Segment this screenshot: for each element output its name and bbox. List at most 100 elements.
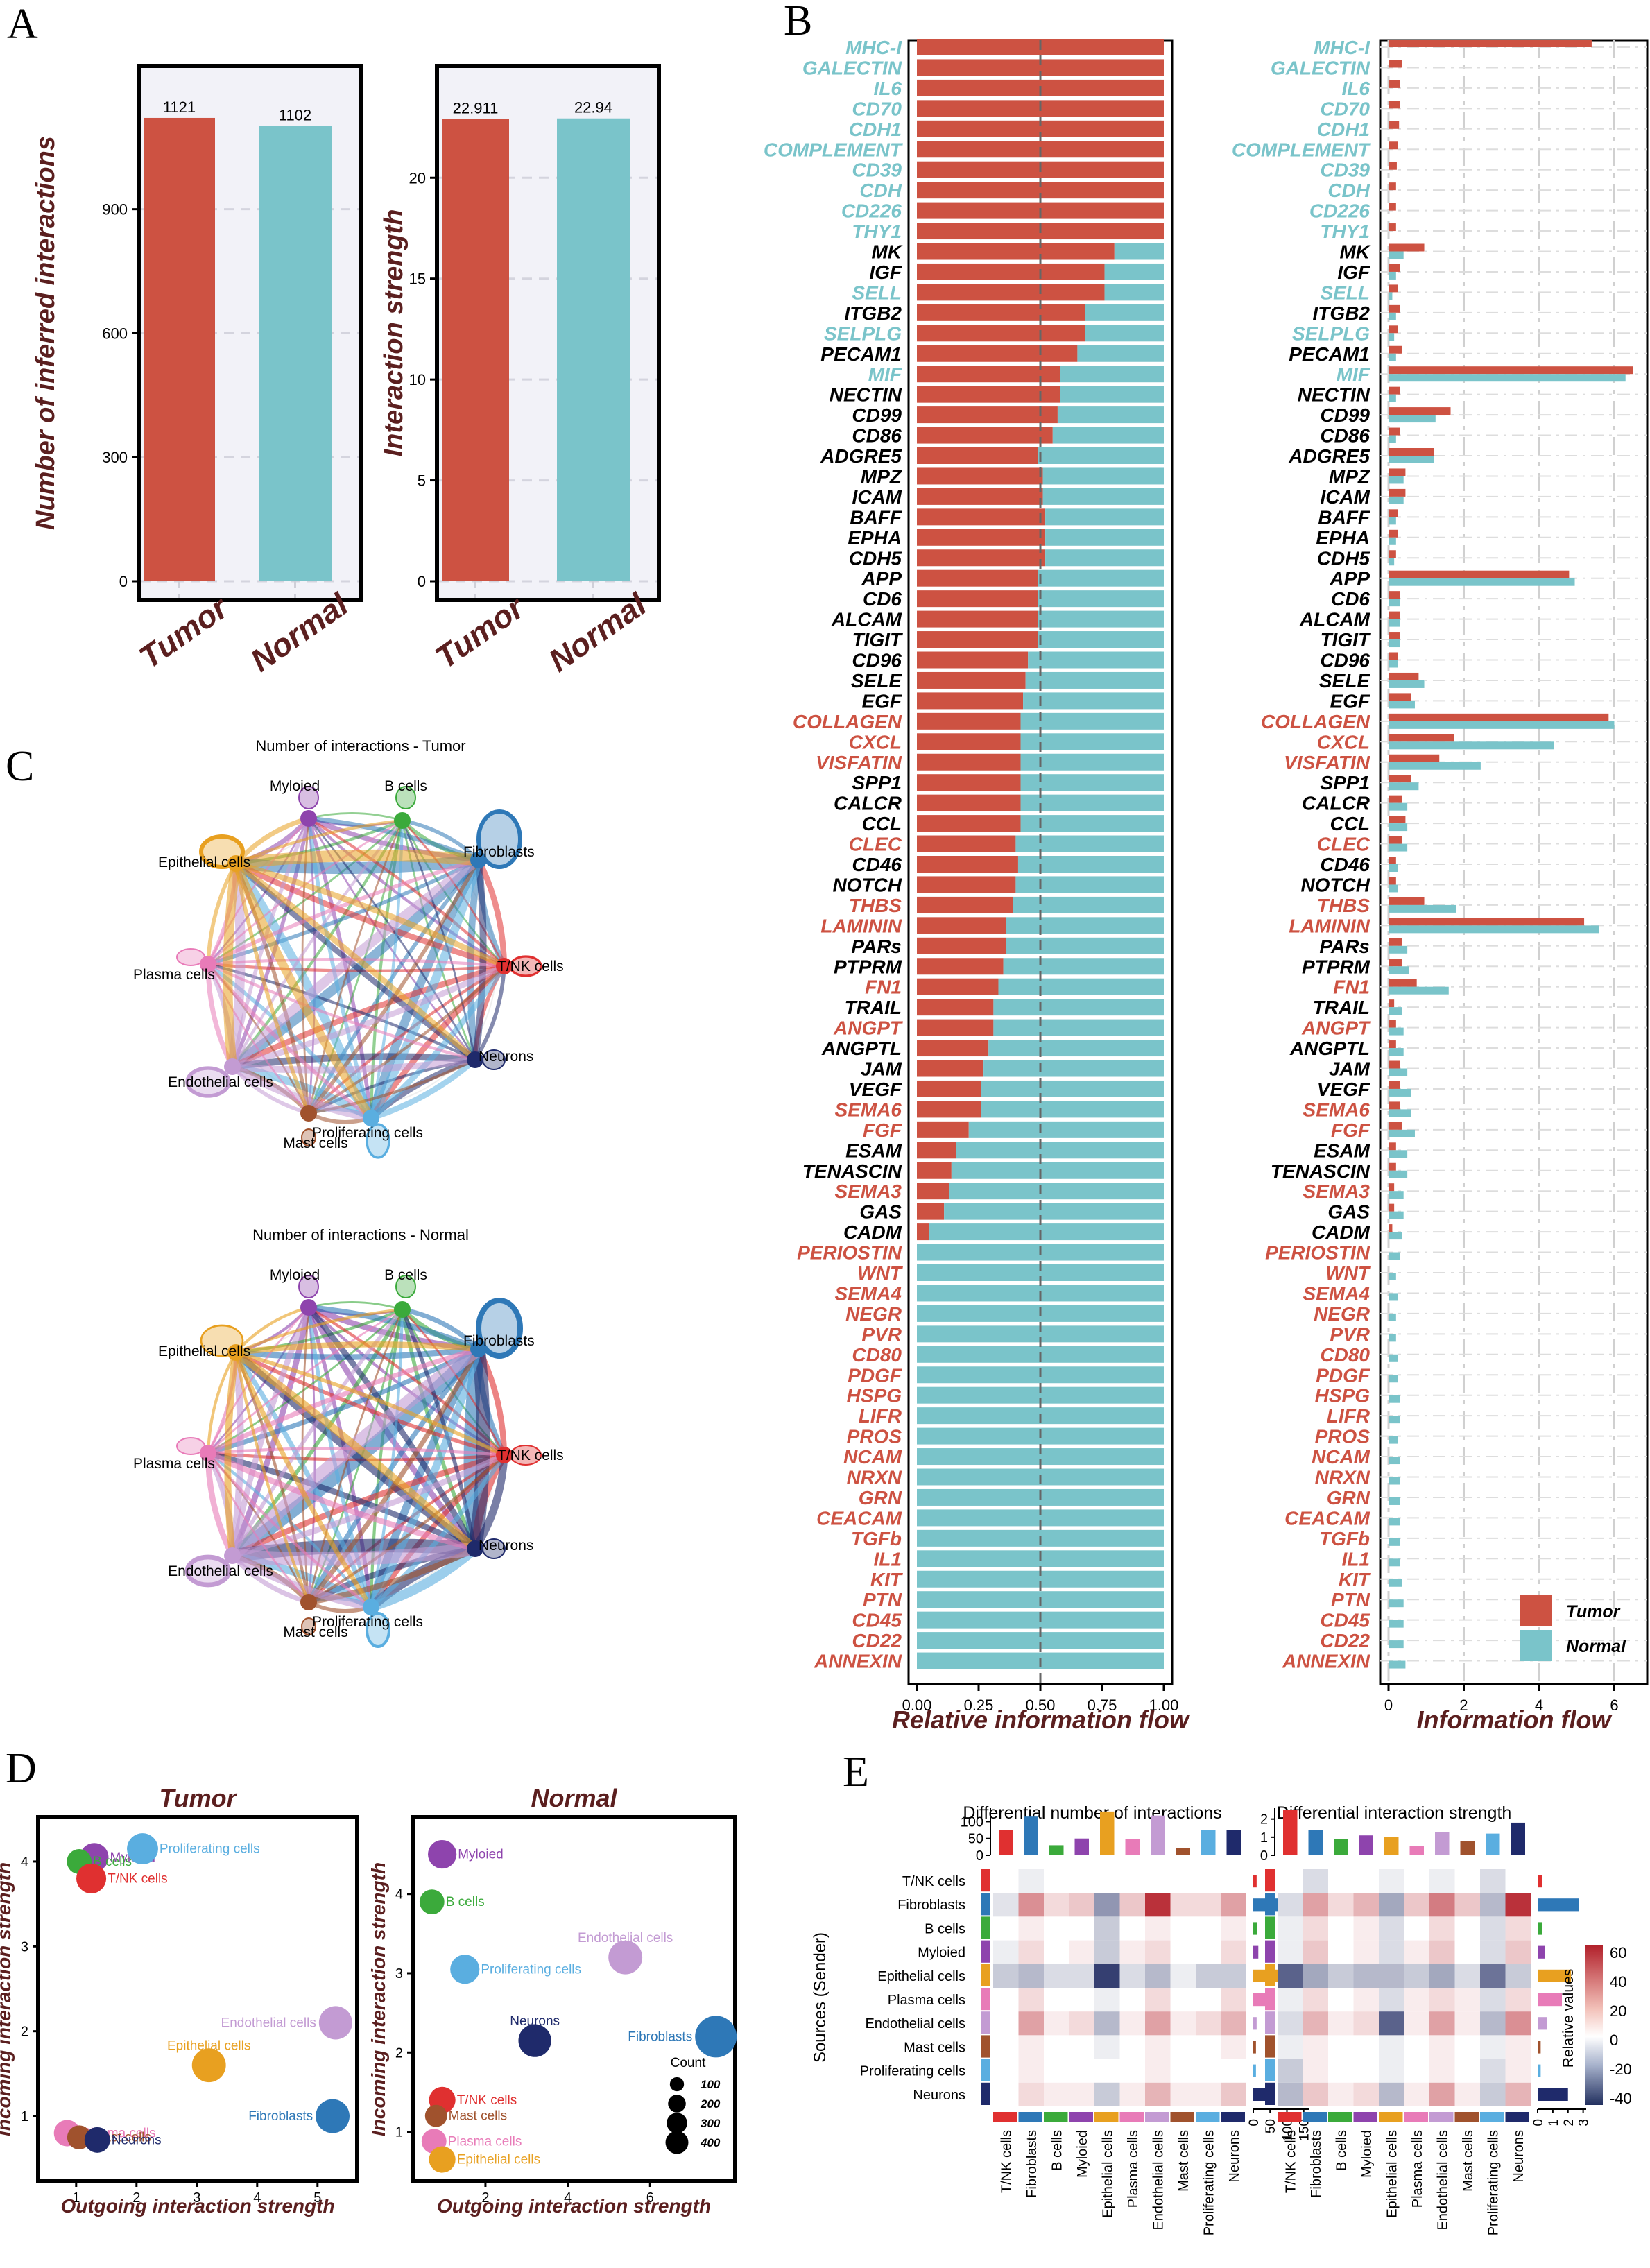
signal-label-NRXN: NRXN [1315,1467,1370,1488]
signal-label-EGF: EGF [1330,690,1370,712]
bar-normal-ICAM [1042,488,1164,505]
heat-cell [1069,2011,1094,2036]
point-Endothelial cells [318,2006,352,2040]
panel-label-d: D [6,1745,37,1792]
point-label: Mast cells [449,2109,507,2124]
bar-tumor-IL6 [1389,80,1400,88]
x-tick-label: 2 [1459,1696,1468,1714]
bar-tumor-GALECTIN [1389,60,1402,68]
heat-cell [1480,1940,1506,1964]
x-tick-label: 4 [253,2190,261,2206]
node-Mast cells [300,1594,317,1610]
signal-label-PTPRM: PTPRM [1302,956,1370,977]
signal-label-COMPLEMENT: COMPLEMENT [1232,139,1372,160]
signal-label-SEMA3: SEMA3 [1303,1180,1370,1202]
bar-normal-PTN [1389,1599,1404,1608]
bar-normal-THBS [1013,896,1164,913]
signal-label-MPZ: MPZ [1329,465,1370,487]
heat-cell [993,1940,1019,1964]
y-axis-title: Incoming interaction strength [368,1862,389,2136]
heat-cell [1221,1964,1246,1988]
heat-cell [1328,1964,1354,1988]
legend-swatch-tumor [1520,1595,1552,1626]
heat-cell [1454,1869,1480,1893]
bar-normal-PARs [1389,945,1408,954]
bar-tumor-MK [917,243,1115,260]
signal-label-CDH1: CDH1 [1317,119,1370,140]
right-tick-label: 50 [1264,2119,1278,2133]
signal-label-CD39: CD39 [852,160,902,181]
heat-cell [1069,2082,1094,2106]
bar-normal-CD99 [1389,415,1436,423]
signal-label-CD86: CD86 [852,425,902,447]
signal-label-THY1: THY1 [852,221,902,242]
bar-tumor-TRAIL [1389,999,1395,1008]
signal-label-MHC-I: MHC-I [845,37,902,58]
bar-normal-NRXN [1389,1477,1400,1485]
heat-cell [1379,2011,1404,2036]
heat-cell [1145,2011,1171,2036]
bar-tumor-PARs [1389,938,1402,946]
legend-label: 300 [701,2117,721,2130]
y-tick-label: 2 [21,2025,28,2040]
signal-label-JAM: JAM [861,1058,902,1080]
row-color-Fibroblasts [1265,1893,1275,1916]
node-T/NK cells [496,958,513,974]
y-tick-label: 10 [409,371,426,388]
node-label: Fibroblasts [463,1333,535,1349]
edge-Endothelial cells-Neurons [229,1056,479,1074]
bar-normal-VISFATIN [1020,753,1164,771]
bar-tumor-IGF [1389,264,1400,272]
node-Myloied [300,810,317,827]
bar-tumor-ESAM [917,1142,956,1159]
panel-label-c: C [6,743,34,790]
bar-normal-NOTCH [1389,884,1398,893]
bar-normal-SEMA3 [949,1183,1164,1200]
bar-tumor-COLLAGEN [917,712,1021,730]
y-tick-label: 4 [395,1887,403,1902]
row-label: T/NK cells [902,1874,965,1889]
bar-normal-CD86 [1389,435,1396,443]
signal-label-EGF: EGF [861,690,902,712]
signal-label-FN1: FN1 [1333,977,1370,998]
edge-Plasma cells-Mast cells [207,963,310,1115]
heat-cell [1170,1964,1196,1988]
bar-normal-MIF [1060,366,1164,383]
top-bar-B cells [1334,1839,1348,1855]
row-color-Neurons [981,2082,990,2105]
bar-tumor-CDH [1389,182,1396,191]
signal-label-MK: MK [1339,241,1370,263]
x-tick-label: 0.00 [902,1696,932,1714]
top-bar-Myloied [1359,1835,1373,1855]
signal-label-CD46: CD46 [852,854,902,875]
point-label: Fibroblasts [628,2029,692,2044]
heat-cell [1069,1988,1094,2012]
row-color-Plasma cells [1265,1988,1275,2011]
bar-tumor-CD226 [1389,203,1396,211]
bar-normal-MIF [1389,374,1626,382]
bar-tumor-SEMA3 [917,1183,949,1200]
point-label: Myloied [458,1848,503,1862]
signal-label-ADGRE5: ADGRE5 [1288,445,1370,467]
bar-normal-CD22 [1389,1640,1404,1649]
legend-label-normal: Normal [1566,1637,1626,1656]
col-color-Epithelial cells [1379,2112,1403,2122]
node-label: Plasma cells [133,1456,215,1472]
bar-normal-TIGIT [1038,631,1164,648]
col-label: Plasma cells [1410,2130,1425,2208]
heat-cell [1094,1988,1120,2012]
point-B cells [419,1889,445,1915]
col-label: Proliferating cells [1201,2130,1217,2235]
edge-Plasma cells-Neurons [206,962,477,1062]
heat-cell [1170,1940,1196,1964]
signal-label-CADM: CADM [843,1221,902,1243]
heat-cell [1145,2082,1171,2106]
col-label: Neurons [1227,2130,1242,2183]
legend-colorbar [1585,1945,1603,2105]
node-label: Myloied [270,1267,320,1283]
signal-label-PECAM1: PECAM1 [820,343,902,365]
signal-label-ESAM: ESAM [1314,1140,1370,1161]
heat-cell [1429,2011,1455,2036]
bar-normal-IGF [1389,271,1396,280]
